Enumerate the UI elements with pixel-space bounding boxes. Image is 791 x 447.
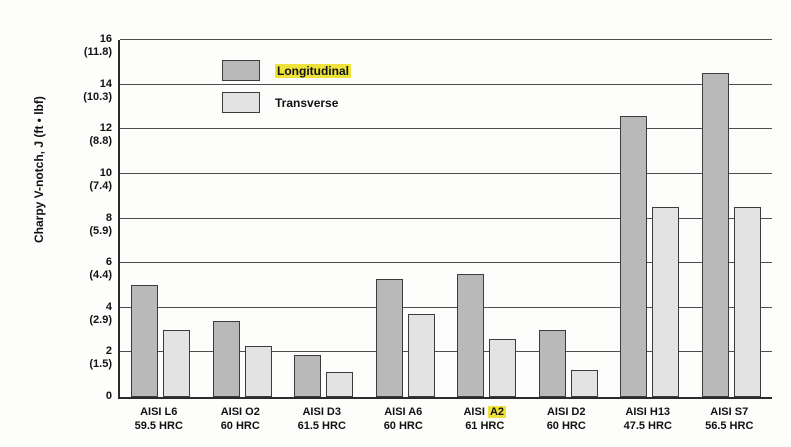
legend-swatch-longitudinal	[222, 60, 260, 81]
gridline	[120, 262, 772, 264]
bar-longitudinal-1	[212, 321, 240, 397]
gridline	[120, 39, 772, 40]
bar-group-2	[283, 40, 365, 397]
legend-item-transverse: Transverse	[222, 92, 351, 113]
gridline	[120, 217, 772, 219]
bar-transverse-5	[570, 370, 598, 397]
gridline	[120, 351, 772, 353]
gridline	[120, 172, 772, 174]
gridline	[120, 128, 772, 130]
x-tick-label-4: AISI A2 61 HRC	[463, 406, 506, 432]
bar-longitudinal-6	[620, 115, 648, 397]
x-tick-label-7: AISI S7 56.5 HRC	[705, 406, 754, 432]
y-tick-label: 12 (8.8)	[89, 122, 112, 148]
bar-transverse-2	[326, 372, 354, 397]
y-tick-label: 14 (10.3)	[83, 77, 112, 103]
bar-transverse-1	[244, 345, 272, 397]
bar-longitudinal-2	[294, 354, 322, 397]
gridline	[120, 306, 772, 308]
bar-transverse-4	[489, 339, 517, 397]
legend-swatch-transverse	[222, 92, 260, 113]
bar-transverse-6	[652, 207, 680, 397]
y-tick-label: 2 (1.5)	[89, 345, 112, 371]
bar-longitudinal-3	[375, 278, 403, 397]
legend-label-longitudinal: Longitudinal	[275, 63, 351, 78]
bar-group-4	[446, 40, 528, 397]
bar-longitudinal-7	[701, 73, 729, 397]
bar-longitudinal-0	[131, 285, 159, 397]
bar-transverse-0	[163, 330, 191, 397]
bar-longitudinal-5	[538, 330, 566, 397]
y-tick-label: 10 (7.4)	[89, 166, 112, 192]
y-axis-title: Charpy V-notch, J (ft • lbf)	[32, 96, 46, 244]
bar-group-0	[120, 40, 202, 397]
legend-label-transverse: Transverse	[275, 95, 339, 110]
bar-group-3	[365, 40, 447, 397]
bar-group-6	[609, 40, 691, 397]
bar-transverse-3	[407, 314, 435, 397]
y-tick-label: 4 (2.9)	[89, 300, 112, 326]
bar-group-5	[528, 40, 610, 397]
x-tick-label-6: AISI H13 47.5 HRC	[623, 406, 672, 432]
x-tick-label-2: AISI D3 61.5 HRC	[297, 406, 346, 432]
x-axis-labels: AISI L6 59.5 HRC AISI O2 60 HRC AISI D3 61.5 …	[118, 405, 770, 433]
bar-longitudinal-4	[457, 274, 485, 397]
bar-group-7	[691, 40, 773, 397]
x-tick-label-1: AISI O2 60 HRC	[220, 406, 260, 432]
bar-transverse-7	[733, 207, 761, 397]
x-tick-label-5: AISI D2 60 HRC	[546, 406, 586, 432]
y-tick-label: 8 (5.9)	[89, 211, 112, 237]
x-tick-label-3: AISI A6 60 HRC	[383, 406, 423, 432]
gridline	[120, 83, 772, 85]
highlight: A2	[487, 406, 506, 418]
legend: Longitudinal Transverse	[222, 60, 351, 124]
y-tick-label: 16 (11.8)	[83, 33, 112, 58]
y-tick-label: 0	[105, 390, 112, 402]
legend-item-longitudinal: Longitudinal	[222, 60, 351, 81]
y-tick-label: 6 (4.4)	[89, 256, 112, 282]
x-tick-label-0: AISI L6 59.5 HRC	[134, 406, 183, 432]
bar-group-1	[202, 40, 284, 397]
plot-area: Longitudinal Transverse 0 2 (1.5) 4 (2.9) 6 (4…	[83, 33, 773, 402]
